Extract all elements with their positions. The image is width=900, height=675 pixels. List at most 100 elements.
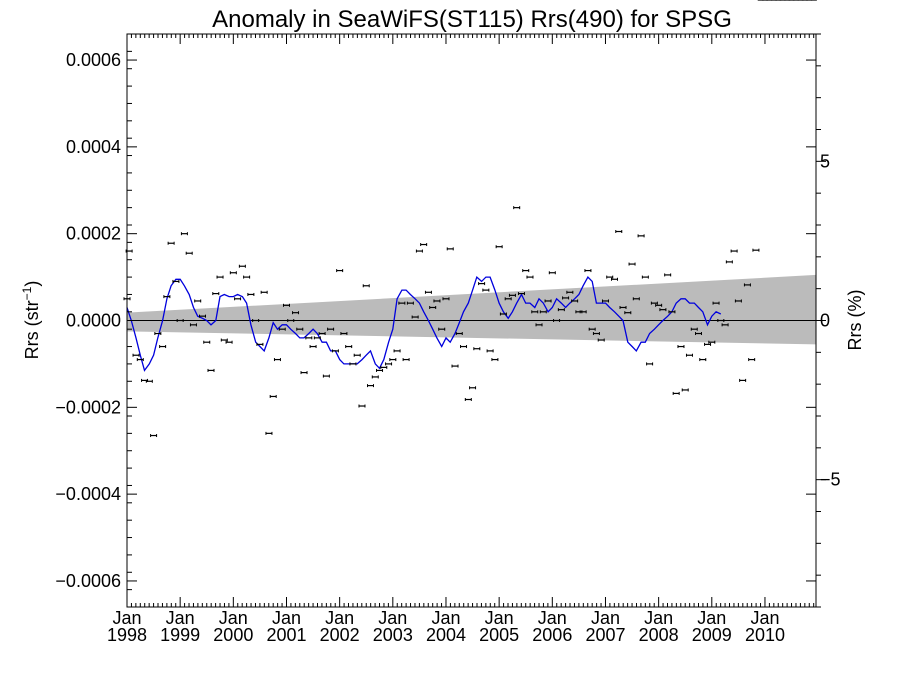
data-point xyxy=(646,362,654,366)
data-point xyxy=(557,308,565,312)
data-point xyxy=(362,284,370,288)
x-tick-month: Jan xyxy=(591,608,620,628)
data-point xyxy=(265,431,273,435)
data-point xyxy=(353,353,361,357)
data-point xyxy=(327,327,335,331)
left-tick-label: 0.0006 xyxy=(66,50,121,70)
x-tick-year: 2005 xyxy=(479,625,519,645)
x-tick-year: 2003 xyxy=(373,625,413,645)
data-point xyxy=(349,362,357,366)
data-point xyxy=(385,362,393,366)
running-mean-layer xyxy=(126,275,722,372)
x-tick-year: 2008 xyxy=(639,625,679,645)
data-point xyxy=(220,338,228,342)
data-point xyxy=(478,282,486,286)
data-point xyxy=(212,292,220,296)
data-point xyxy=(606,275,614,279)
left-axis-label-main: Rrs (str xyxy=(22,300,42,359)
data-point xyxy=(376,368,384,372)
data-point xyxy=(415,249,423,253)
data-point xyxy=(216,275,224,279)
x-tick-month: Jan xyxy=(166,608,195,628)
data-point xyxy=(482,288,490,292)
data-point xyxy=(548,271,556,275)
data-point xyxy=(287,319,295,322)
data-point xyxy=(322,374,330,378)
data-point xyxy=(340,332,348,336)
x-tick-month: Jan xyxy=(485,608,514,628)
data-point xyxy=(136,358,144,362)
right-tick-label: 5 xyxy=(820,151,830,171)
x-tick-month: Jan xyxy=(378,608,407,628)
chart-title: Anomaly in SeaWiFS(ST115) Rrs(490) for S… xyxy=(212,6,732,33)
data-point xyxy=(725,260,733,264)
x-tick-month: Jan xyxy=(272,608,301,628)
data-point xyxy=(455,332,463,336)
data-point xyxy=(234,297,242,301)
data-point xyxy=(584,269,592,273)
data-point xyxy=(313,336,321,340)
left-axis-ticks: 0.0006 0.0004 0.0002 0.0000 −0.0002 −0.0004 −0… xyxy=(55,33,816,608)
data-point xyxy=(189,323,197,327)
data-point xyxy=(517,292,525,296)
data-point xyxy=(695,332,703,336)
data-point xyxy=(336,269,344,273)
left-axis-label-close: ) xyxy=(22,281,42,287)
x-tick-year: 2002 xyxy=(320,625,360,645)
data-point xyxy=(473,347,481,351)
left-axis-label: Rrs (str−1) xyxy=(20,281,42,360)
data-point xyxy=(641,275,649,279)
x-tick-year: 2000 xyxy=(213,625,253,645)
data-point xyxy=(685,353,693,357)
data-point xyxy=(429,305,437,309)
data-point xyxy=(592,332,600,336)
data-point xyxy=(309,345,317,349)
data-point xyxy=(269,394,277,398)
data-point xyxy=(469,386,477,390)
data-point xyxy=(495,245,503,249)
data-point xyxy=(743,283,751,287)
data-point xyxy=(358,404,366,408)
data-point xyxy=(366,384,374,388)
data-point xyxy=(438,327,446,331)
data-point xyxy=(292,311,300,315)
data-point xyxy=(185,251,193,255)
data-point xyxy=(588,327,596,331)
data-point xyxy=(579,310,587,314)
data-point xyxy=(282,303,290,307)
data-point xyxy=(752,248,760,252)
data-point xyxy=(664,273,672,277)
data-point xyxy=(721,323,729,327)
data-point xyxy=(717,319,725,322)
x-tick-month: Jan xyxy=(750,608,779,628)
x-tick-month: Jan xyxy=(219,608,248,628)
data-point xyxy=(677,345,685,349)
data-point xyxy=(331,349,339,353)
x-tick-month: Jan xyxy=(644,608,673,628)
data-point xyxy=(371,375,379,379)
x-tick-month: Jan xyxy=(112,608,141,628)
data-point xyxy=(681,388,689,392)
left-tick-label: 0.0000 xyxy=(66,311,121,331)
data-point xyxy=(398,301,406,305)
data-point xyxy=(406,301,414,305)
data-point xyxy=(433,299,441,303)
data-point xyxy=(544,299,552,303)
data-point xyxy=(420,243,428,247)
data-point xyxy=(451,364,459,368)
data-point xyxy=(296,327,304,331)
data-point xyxy=(748,358,756,362)
data-point xyxy=(562,296,570,300)
data-point xyxy=(318,332,326,336)
data-point xyxy=(411,315,419,319)
x-tick-month: Jan xyxy=(431,608,460,628)
left-tick-label: −0.0004 xyxy=(55,484,121,504)
x-tick-month: Jan xyxy=(538,608,567,628)
left-tick-label: 0.0004 xyxy=(66,137,121,157)
data-point xyxy=(637,234,645,238)
data-point xyxy=(460,345,468,349)
data-point xyxy=(194,299,202,303)
data-point xyxy=(278,327,286,331)
left-tick-label: 0.0002 xyxy=(66,224,121,244)
data-point xyxy=(176,319,184,322)
